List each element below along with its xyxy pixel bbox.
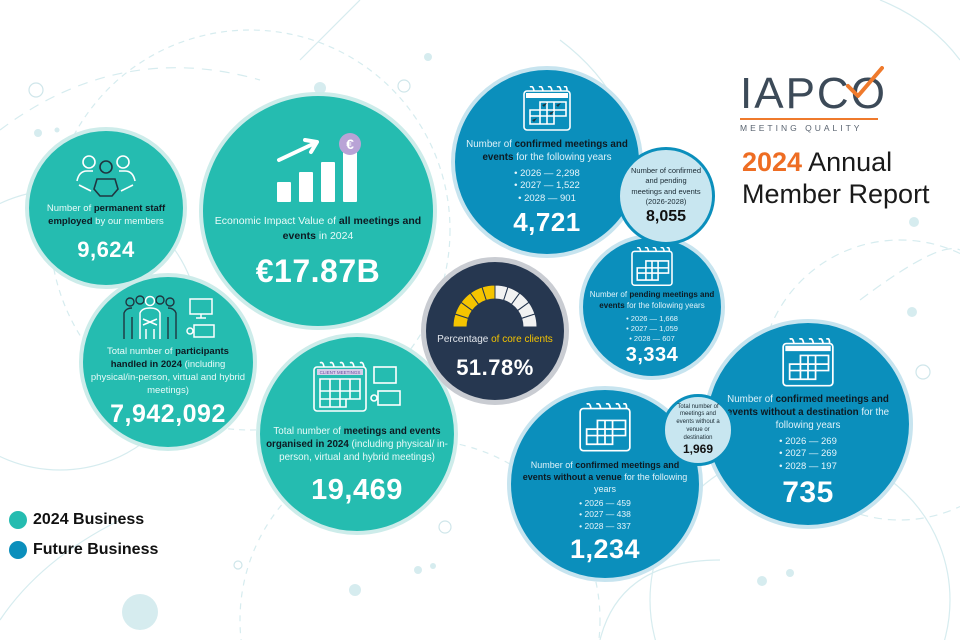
confirmed-value: 4,721	[513, 206, 581, 237]
svg-text:CLIENT MEETINGS: CLIENT MEETINGS	[320, 370, 361, 375]
people-group-icon	[75, 153, 137, 197]
no-destination-bubble: Number of confirmed meetings and events …	[703, 319, 913, 529]
legend: 2024 Business Future Business	[9, 505, 158, 565]
no-venue-or-destination-total-bubble: Total number of meetings and events with…	[662, 394, 734, 466]
participants-icon	[118, 295, 218, 341]
core-clients-value: 51.78%	[456, 354, 534, 380]
participants-value: 7,942,092	[110, 399, 226, 428]
title-line2: Member Report	[742, 179, 930, 209]
participants-bubble: Total number of participants handled in …	[79, 273, 257, 451]
logo-rule	[740, 118, 878, 120]
economic-value: €17.87B	[255, 252, 381, 289]
pending-value: 3,334	[625, 343, 679, 366]
report-title: 2024 Annual Member Report	[742, 146, 930, 210]
checkmark-icon	[846, 66, 884, 98]
confirmed-pending-value: 8,055	[645, 207, 687, 225]
staff-stat-bubble: Number of permanent staff employed by ou…	[25, 127, 187, 289]
staff-value: 9,624	[77, 236, 135, 262]
core-clients-bubble: Percentage of core clients 51.78%	[421, 257, 569, 405]
legend-dot-teal-icon	[9, 511, 27, 529]
confirmed-meetings-calendar-icon	[522, 86, 572, 132]
title-year: 2024	[742, 147, 803, 177]
logo-tagline: MEETING QUALITY	[740, 123, 863, 133]
pending-meetings-bubble: Number of pending meetings and events fo…	[579, 234, 725, 380]
economic-impact-bubble: € Economic Impact Value of all meetings …	[199, 92, 437, 330]
svg-text:€: €	[346, 136, 354, 152]
iapco-logo: IAPCO MEETING QUALITY	[740, 66, 890, 133]
meetings-organised-bubble: CLIENT MEETINGS Total number of meetings…	[256, 333, 458, 535]
meetings-organised-value: 19,469	[311, 474, 403, 507]
no-venue-or-destination-value: 1,969	[682, 442, 714, 457]
gauge-icon	[450, 281, 540, 329]
client-meetings-calendar-icon: CLIENT MEETINGS	[312, 361, 402, 413]
confirmed-pending-total-bubble: Number of confirmed and pending meetings…	[617, 147, 715, 245]
no-destination-value: 735	[782, 476, 834, 510]
title-annual: Annual	[802, 147, 893, 177]
pending-meetings-calendar-icon	[630, 247, 674, 287]
legend-dot-blue-icon	[9, 541, 27, 559]
no-destination-calendar-icon	[781, 337, 835, 388]
no-venue-value: 1,234	[569, 534, 641, 565]
confirmed-meetings-bubble: Number of confirmed meetings and events …	[451, 66, 643, 258]
legend-item-2024-business: 2024 Business	[9, 505, 158, 535]
legend-item-future-business: Future Business	[9, 535, 158, 565]
growth-chart-euro-icon: €	[273, 132, 363, 204]
calendar-icon	[578, 402, 632, 453]
